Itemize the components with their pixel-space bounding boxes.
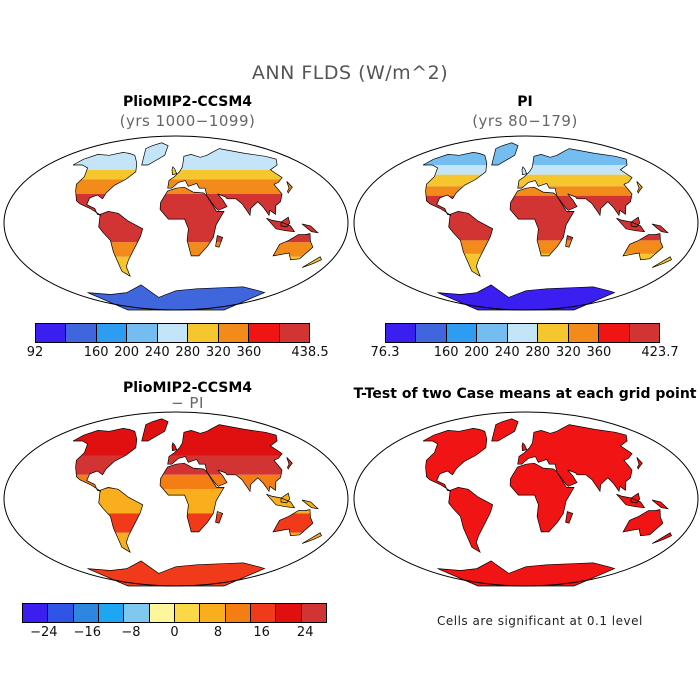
colorbar-tick-label: 200 [114,345,140,360]
ocean [354,136,698,310]
colorbar-diff-swatch [149,604,175,622]
colorbar-diff [22,603,327,623]
colorbar-pi-swatch [477,324,508,342]
map-frame [3,411,349,587]
colorbar-tick-label: 160 [433,345,459,360]
colorbar-tick-label: 423.7 [641,345,679,360]
colorbar-plio-swatch [36,324,67,342]
colorbar-diff-swatch [174,604,201,622]
map-ttest [353,411,699,587]
colorbar-tick-label: 76.3 [370,345,400,360]
map-diff [3,411,349,587]
colorbar-pi-swatch [629,324,659,342]
colorbar-diff-swatch [250,604,277,622]
colorbar-tick-label: 0 [170,625,179,640]
colorbar-tick-label: 16 [253,625,270,640]
panel-pi-title: PI [517,94,533,110]
colorbar-diff-swatch [23,604,49,622]
figure-title: ANN FLDS (W/m^2) [251,62,449,84]
colorbar-plio-swatch [66,324,97,342]
colorbar-plio-swatch [188,324,219,342]
colorbar-plio-swatch [218,324,250,342]
coastlines [72,142,322,311]
colorbar-pi-swatch [416,324,447,342]
colorbar-plio-swatch [96,324,128,342]
colorbar-pi-swatch [568,324,600,342]
colorbar-tick-label: 320 [555,345,581,360]
colorbar-diff-swatch [301,604,326,622]
colorbar-plio [35,323,310,343]
coastlines [72,418,322,587]
significance-note: Cells are significant at 0.1 level [437,614,643,628]
colorbar-diff-swatch [276,604,302,622]
coastlines [422,418,672,587]
panel-plio-subtitle: (yrs 1000−1099) [119,112,256,130]
colorbar-pi-swatch [599,324,630,342]
colorbar-plio-swatch [279,324,309,342]
colorbar-tick-label: −24 [30,625,58,640]
colorbar-tick-label: 240 [494,345,520,360]
colorbar-plio-swatch [127,324,158,342]
colorbar-pi-swatch [507,324,539,342]
colorbar-diff-swatch [73,604,99,622]
colorbar-tick-label: 280 [525,345,551,360]
colorbar-tick-label: 200 [464,345,490,360]
colorbar-tick-label: 240 [144,345,170,360]
panel-ttest-title: T-Test of two Case means at each grid po… [353,386,697,402]
map-plio [3,135,349,311]
map-frame [3,135,349,311]
panel-diff-title: PlioMIP2-CCSM4 [123,380,252,396]
colorbar-diff-swatch [124,604,150,622]
colorbar-tick-label: 160 [83,345,109,360]
colorbar-pi [385,323,660,343]
map-frame [353,411,699,587]
panel-plio-title: PlioMIP2-CCSM4 [123,94,252,110]
map-frame [353,135,699,311]
colorbar-plio-swatch [249,324,280,342]
colorbar-pi-swatch [446,324,478,342]
colorbar-tick-label: 320 [205,345,231,360]
colorbar-pi-swatch [538,324,569,342]
colorbar-plio-swatch [157,324,189,342]
map-pi [353,135,699,311]
panel-pi-subtitle: (yrs 80−179) [472,112,578,130]
colorbar-tick-label: 24 [296,625,314,640]
ocean [4,136,348,310]
ocean [354,412,698,586]
colorbar-diff-swatch [48,604,74,622]
colorbar-diff-swatch [98,604,125,622]
colorbar-pi-swatch [386,324,417,342]
ocean [4,412,348,586]
colorbar-tick-label: 280 [175,345,201,360]
colorbar-tick-label: 360 [236,345,262,360]
colorbar-tick-label: −8 [121,625,141,640]
colorbar-tick-label: −16 [73,625,102,640]
panel-diff-subtitle: − PI [171,394,204,412]
colorbar-diff-swatch [200,604,226,622]
colorbar-tick-label: 360 [586,345,612,360]
colorbar-tick-label: 438.5 [291,345,329,360]
colorbar-tick-label: 92 [26,345,44,360]
coastlines [422,142,672,311]
colorbar-tick-label: 8 [213,625,223,640]
colorbar-diff-swatch [225,604,251,622]
